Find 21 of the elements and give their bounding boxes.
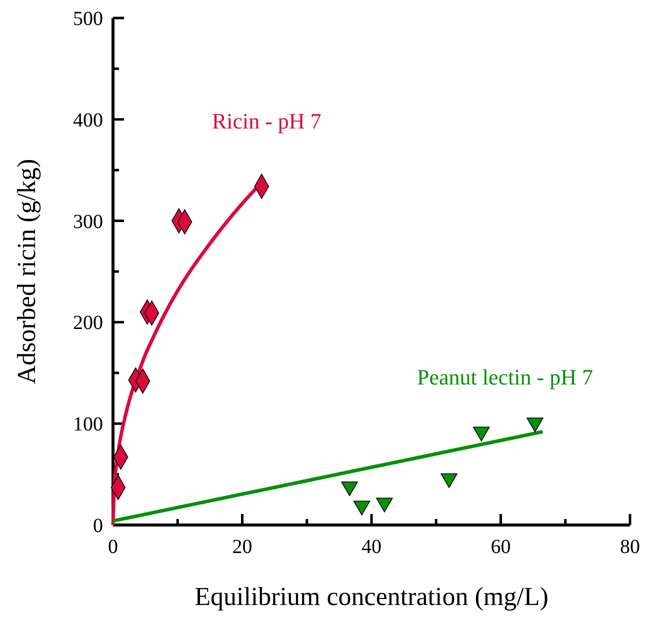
- x-tick-label: 80: [620, 536, 640, 558]
- y-tick-label: 100: [73, 414, 103, 436]
- x-tick-label: 20: [232, 536, 252, 558]
- point: [472, 426, 490, 442]
- y-tick-label: 300: [73, 210, 103, 233]
- point: [341, 481, 358, 496]
- x-tick-label: 40: [362, 536, 382, 558]
- y-tick-label: 200: [73, 312, 103, 334]
- point: [526, 418, 544, 432]
- point: [440, 473, 458, 488]
- text: Peanut lectin - pH 7: [417, 364, 593, 390]
- y-axis-title: Adsorbed ricin (g/kg): [12, 158, 41, 384]
- x-tick-label: 0: [108, 536, 118, 558]
- y-tick-label: 400: [73, 109, 103, 132]
- text: Ricin - pH 7: [212, 108, 322, 134]
- point: [376, 498, 393, 512]
- x-tick-label: 60: [490, 536, 511, 558]
- y-tick-label: 500: [73, 8, 103, 30]
- x-axis-title: Equilibrium concentration (mg/L): [194, 582, 548, 611]
- y-tick-label: 0: [93, 515, 103, 537]
- point: [353, 500, 370, 516]
